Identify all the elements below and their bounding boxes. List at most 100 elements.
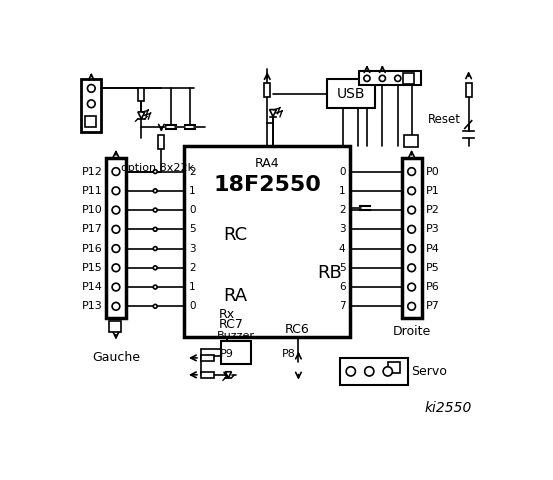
Text: P0: P0 [425, 167, 439, 177]
Text: P14: P14 [82, 282, 103, 292]
Text: P8: P8 [282, 349, 296, 359]
Text: 0: 0 [189, 301, 196, 312]
Text: 1: 1 [189, 282, 196, 292]
Text: RA: RA [223, 288, 247, 305]
Bar [138, 88, 144, 101]
Circle shape [153, 189, 157, 193]
Circle shape [153, 304, 157, 308]
Text: Rx: Rx [219, 308, 235, 321]
Text: P16: P16 [82, 243, 103, 253]
Text: P1: P1 [425, 186, 439, 196]
Text: option 8x22k: option 8x22k [121, 163, 194, 173]
Text: 2: 2 [189, 167, 196, 177]
Bar [404, 134, 418, 147]
Bar [185, 146, 350, 337]
Text: 2: 2 [339, 205, 346, 215]
Text: RC6: RC6 [285, 323, 309, 336]
Circle shape [153, 228, 157, 231]
Polygon shape [138, 112, 145, 119]
Text: P11: P11 [82, 186, 103, 196]
Circle shape [364, 75, 370, 82]
Text: 18F2550: 18F2550 [213, 175, 321, 195]
Circle shape [408, 283, 415, 291]
Text: Gauche: Gauche [92, 351, 140, 364]
Bar [264, 83, 270, 97]
Circle shape [87, 84, 95, 92]
Circle shape [112, 168, 120, 175]
Text: P4: P4 [425, 243, 439, 253]
Circle shape [383, 367, 393, 376]
Circle shape [395, 75, 401, 82]
Bar [109, 321, 121, 332]
Text: P12: P12 [82, 167, 103, 177]
Text: ki2550: ki2550 [424, 401, 472, 415]
Text: 0: 0 [189, 205, 196, 215]
Circle shape [112, 264, 120, 272]
Circle shape [379, 75, 385, 82]
Text: Buzzer: Buzzer [217, 331, 255, 341]
Circle shape [408, 245, 415, 252]
Circle shape [112, 226, 120, 233]
Text: P6: P6 [425, 282, 439, 292]
Circle shape [112, 245, 120, 252]
Bar [359, 72, 421, 85]
Text: 3: 3 [339, 224, 346, 234]
Circle shape [153, 208, 157, 212]
Text: P7: P7 [425, 301, 439, 312]
Circle shape [346, 367, 356, 376]
Circle shape [153, 247, 157, 251]
Text: RC7: RC7 [219, 318, 244, 331]
Text: 1: 1 [339, 186, 346, 196]
Bar [201, 355, 215, 361]
Text: P10: P10 [82, 205, 103, 215]
Text: P13: P13 [82, 301, 103, 312]
Bar [201, 372, 215, 378]
Text: RA4: RA4 [255, 156, 280, 169]
Text: 5: 5 [339, 263, 346, 273]
Text: 1: 1 [189, 186, 196, 196]
Circle shape [408, 187, 415, 195]
Bar [340, 358, 408, 385]
Text: 2: 2 [189, 263, 196, 273]
Text: P17: P17 [82, 224, 103, 234]
Bar [81, 79, 101, 132]
Text: 6: 6 [339, 282, 346, 292]
Circle shape [408, 226, 415, 233]
Bar [158, 135, 164, 149]
Circle shape [112, 302, 120, 310]
Circle shape [364, 367, 374, 376]
Text: 7: 7 [339, 301, 346, 312]
Circle shape [153, 285, 157, 289]
Circle shape [112, 187, 120, 195]
Text: RB: RB [317, 264, 342, 282]
Bar [221, 341, 251, 364]
Circle shape [112, 283, 120, 291]
Bar [388, 362, 400, 372]
Bar [327, 79, 375, 108]
Bar [106, 158, 126, 318]
Circle shape [408, 168, 415, 175]
Text: 3: 3 [189, 243, 196, 253]
Bar [466, 83, 472, 97]
Circle shape [408, 206, 415, 214]
Circle shape [408, 264, 415, 272]
Text: Servo: Servo [411, 365, 447, 378]
Text: USB: USB [337, 87, 365, 101]
Circle shape [112, 206, 120, 214]
Text: 0: 0 [339, 167, 346, 177]
Text: 4: 4 [339, 243, 346, 253]
Text: Reset: Reset [428, 113, 461, 126]
Text: P3: P3 [425, 224, 439, 234]
Text: P5: P5 [425, 263, 439, 273]
Text: Droite: Droite [393, 325, 431, 338]
Bar [401, 158, 421, 318]
Polygon shape [225, 372, 232, 378]
Text: P15: P15 [82, 263, 103, 273]
Circle shape [153, 266, 157, 270]
Circle shape [408, 302, 415, 310]
Text: RC: RC [223, 226, 247, 244]
Polygon shape [269, 109, 276, 117]
Bar [85, 116, 96, 127]
Text: 5: 5 [189, 224, 196, 234]
Circle shape [153, 169, 157, 173]
